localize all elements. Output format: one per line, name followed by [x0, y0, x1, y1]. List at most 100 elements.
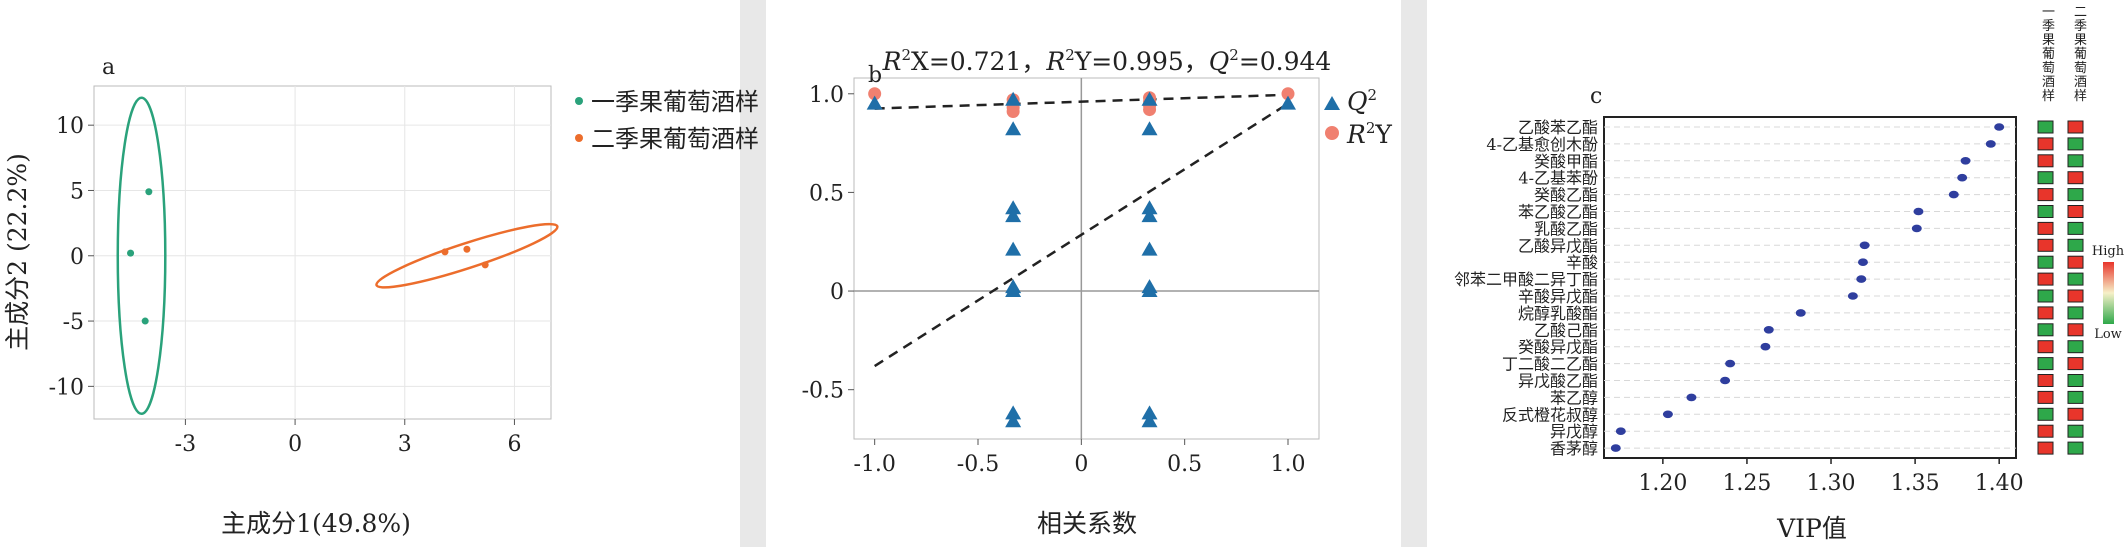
permutation-tick-labels: -1.0 -0.5 0 0.5 1.0 -0.5 0 0.5 1.0	[802, 83, 1306, 477]
vip-compound-label: 乙酸异戊酯	[1518, 236, 1598, 255]
vip-row-gridlines	[1604, 126, 2016, 449]
pca-y-tick-label: -5	[63, 310, 84, 335]
vip-point	[1859, 241, 1870, 250]
permutation-plot-area	[853, 77, 1320, 440]
color-scale-low-label: Low	[2094, 327, 2122, 342]
heatmap-cell	[2067, 137, 2084, 151]
vip-point	[1760, 342, 1771, 351]
permutation-axes	[848, 78, 1319, 445]
heatmap-cell	[2067, 205, 2084, 218]
heatmap-cell	[2037, 340, 2054, 354]
heatmap-cell	[2037, 255, 2054, 269]
pca-y-axis-label: 主成分2 (22.2%)	[3, 153, 32, 351]
vip-points	[1610, 123, 2005, 452]
vip-tick-labels: 1.20 1.25 1.30 1.35 1.40	[1638, 458, 2024, 496]
vip-point	[1720, 376, 1731, 385]
pca-y-tick-label: 5	[70, 179, 84, 204]
vip-compound-labels: 乙酸苯乙酯4-乙基愈创木酚癸酸甲酯4-乙基苯酚癸酸乙酯苯乙酸乙酯乳酸乙酯乙酸异戊…	[1454, 118, 1598, 458]
q2-point	[1141, 241, 1158, 256]
vip-compound-label: 丁二酸二乙酯	[1502, 355, 1598, 374]
vip-point	[1994, 123, 2005, 131]
legend-label-season1: 一季果葡萄酒样	[591, 88, 759, 116]
permutation-y-tick-label: 1.0	[809, 83, 844, 108]
heatmap-column-header-season2: 二季果葡萄酒样	[2074, 5, 2087, 104]
vip-point	[1913, 207, 1924, 216]
pca-point-series-2	[463, 245, 471, 253]
pca-y-tick-label: 10	[56, 114, 84, 139]
pca-x-tick-label: 3	[398, 432, 412, 457]
vip-panel: 乙酸苯乙酯4-乙基愈创木酚癸酸甲酯4-乙基苯酚癸酸乙酯苯乙酸乙酯乳酸乙酯乙酸异戊…	[1454, 5, 2125, 543]
heatmap-cell	[2037, 374, 2054, 387]
vip-point	[1725, 359, 1736, 368]
color-scale-bar	[2103, 262, 2114, 324]
vip-heatmap	[2037, 120, 2084, 455]
pca-tick-labels: -3 0 3 6 -10 -5 0 5 10	[49, 114, 522, 457]
vip-compound-label: 4-乙基愈创木酚	[1486, 135, 1598, 154]
pca-score-panel: -3 0 3 6 -10 -5 0 5 10 a 主成分1(49.8%) 主成分2 (22.2%…	[3, 55, 759, 538]
r2y-point	[868, 87, 882, 101]
pca-confidence-ellipses	[116, 96, 559, 416]
heatmap-cell	[2037, 441, 2054, 455]
vip-x-tick-label: 1.25	[1722, 471, 1771, 496]
vip-compound-label: 辛酸异戊酯	[1518, 287, 1598, 306]
q2-point	[1141, 283, 1158, 298]
q2-point	[1141, 91, 1158, 106]
panel-separator-1	[740, 0, 766, 547]
panel-separator-2	[1401, 0, 1427, 547]
vip-point	[1615, 427, 1626, 436]
vip-point	[1960, 157, 1971, 165]
vip-compound-label: 癸酸异戊酯	[1518, 338, 1598, 357]
heatmap-cell	[2037, 424, 2054, 438]
heatmap-cell	[2067, 120, 2084, 134]
r2y-point	[1281, 87, 1295, 101]
pca-legend: 一季果葡萄酒样 二季果葡萄酒样	[575, 88, 759, 153]
q2-point	[1141, 208, 1158, 223]
legend-circle-r2y	[1325, 126, 1339, 140]
heatmap-cell	[2037, 289, 2054, 303]
heatmap-cell	[2067, 171, 2084, 185]
pca-point-series-2	[441, 248, 449, 256]
permutation-x-tick-label: -0.5	[957, 452, 999, 477]
pca-x-tick-label: 6	[507, 432, 521, 457]
q2-point	[1005, 405, 1022, 420]
pca-y-tick-label: -10	[49, 375, 84, 400]
permutation-x-tick-label: 0.5	[1167, 452, 1202, 477]
vip-x-tick-label: 1.40	[1975, 471, 2024, 496]
heatmap-column-header-season1: 一季果葡萄酒样	[2042, 5, 2055, 104]
pca-point-series-2	[481, 261, 489, 269]
permutation-x-tick-label: -1.0	[853, 452, 895, 477]
vip-point	[1686, 393, 1697, 402]
permutation-legend: Q2 R2Y	[1324, 86, 1392, 149]
confidence-ellipse-series-1	[116, 96, 167, 416]
heatmap-cell	[2037, 323, 2054, 337]
heatmap-cell	[2037, 306, 2054, 320]
pca-points	[127, 188, 489, 325]
legend-label-season2: 二季果葡萄酒样	[591, 125, 759, 153]
pca-plot-area	[93, 85, 552, 420]
heatmap-cell	[2037, 390, 2054, 404]
vip-point	[1911, 224, 1922, 233]
heatmap-cell	[2067, 272, 2084, 286]
q2-point	[1141, 413, 1158, 428]
heatmap-cell	[2067, 374, 2084, 387]
permutation-y-tick-label: 0	[830, 280, 844, 305]
legend-triangle-q2	[1324, 96, 1340, 110]
legend-label-r2y: R2Y	[1346, 119, 1392, 149]
heatmap-cell	[2067, 424, 2084, 438]
heatmap-cell	[2067, 441, 2084, 455]
heatmap-cell	[2067, 238, 2084, 252]
r2y-regression-line	[874, 93, 1289, 110]
heatmap-cell	[2067, 221, 2084, 235]
q2-point	[1280, 95, 1296, 110]
vip-point	[1847, 292, 1858, 300]
vip-compound-label: 乙酸苯乙酯	[1518, 118, 1598, 137]
vip-x-tick-label: 1.30	[1807, 471, 1856, 496]
legend-swatch-season2	[575, 134, 583, 142]
vip-compound-label: 4-乙基苯酚	[1518, 169, 1598, 188]
r2y-point	[1143, 103, 1157, 117]
pca-point-series-1	[145, 188, 153, 196]
panel-a-label: a	[102, 55, 115, 80]
pca-y-tick-label: 0	[70, 245, 84, 270]
heatmap-cell	[2037, 205, 2054, 218]
